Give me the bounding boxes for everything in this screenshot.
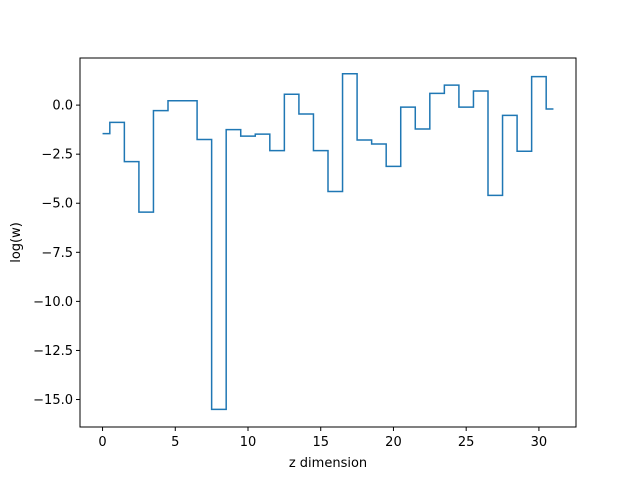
y-tick-label: −10.0	[33, 295, 73, 310]
x-tick-label: 5	[171, 435, 179, 450]
series-layer	[102, 72, 554, 411]
x-tick-label: 25	[458, 435, 475, 450]
y-tick-label: −12.5	[33, 344, 73, 359]
y-axis-label: log(w)	[9, 222, 24, 263]
y-tick-label: −7.5	[41, 246, 73, 261]
plot-area	[80, 58, 576, 427]
x-axis-ticks: 0 5 10 15 20 25 30	[98, 427, 547, 450]
y-tick-label: 0.0	[52, 99, 73, 114]
x-axis-label: z dimension	[289, 456, 367, 471]
y-axis-ticks: −15.0 −12.5 −10.0 −7.5 −5.0 −2.5 0.0	[33, 99, 80, 408]
series-line	[102, 72, 554, 411]
x-tick-label: 10	[240, 435, 257, 450]
y-tick-label: −15.0	[33, 393, 73, 408]
y-tick-label: −5.0	[41, 197, 73, 212]
x-tick-label: 30	[531, 435, 548, 450]
x-tick-label: 20	[385, 435, 402, 450]
x-tick-label: 0	[98, 435, 106, 450]
x-tick-label: 15	[312, 435, 329, 450]
y-tick-label: −2.5	[41, 148, 73, 163]
plot-frame	[79, 57, 577, 428]
